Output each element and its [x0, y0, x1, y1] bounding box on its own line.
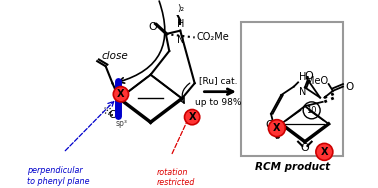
Text: sp³: sp³ — [116, 119, 128, 128]
Text: O: O — [266, 120, 274, 130]
Text: rotation
restricted: rotation restricted — [156, 168, 195, 187]
Text: O: O — [108, 110, 117, 121]
Text: O: O — [301, 143, 309, 153]
Text: )₂: )₂ — [177, 4, 184, 13]
Circle shape — [113, 87, 129, 102]
Text: O: O — [345, 82, 354, 92]
Text: O: O — [149, 22, 158, 32]
Bar — [241, 22, 343, 156]
Text: MeO: MeO — [307, 76, 328, 86]
Circle shape — [268, 120, 285, 137]
Text: X: X — [321, 147, 328, 157]
Text: X: X — [273, 123, 280, 133]
Text: close: close — [102, 51, 129, 61]
Text: 10: 10 — [307, 106, 317, 115]
Text: X: X — [117, 89, 125, 99]
Text: N: N — [177, 35, 185, 45]
Circle shape — [316, 143, 333, 160]
Text: perpendicular
to phenyl plane: perpendicular to phenyl plane — [27, 166, 89, 186]
Text: N: N — [299, 87, 306, 97]
Text: H: H — [299, 72, 306, 82]
Text: CO₂Me: CO₂Me — [196, 33, 229, 42]
Circle shape — [184, 109, 200, 125]
Text: X: X — [188, 112, 196, 122]
Text: up to 98%: up to 98% — [195, 98, 242, 107]
Text: O: O — [305, 71, 313, 81]
Text: RCM product: RCM product — [255, 162, 330, 172]
Text: H: H — [177, 19, 185, 29]
Text: [Ru] cat.: [Ru] cat. — [199, 76, 238, 85]
